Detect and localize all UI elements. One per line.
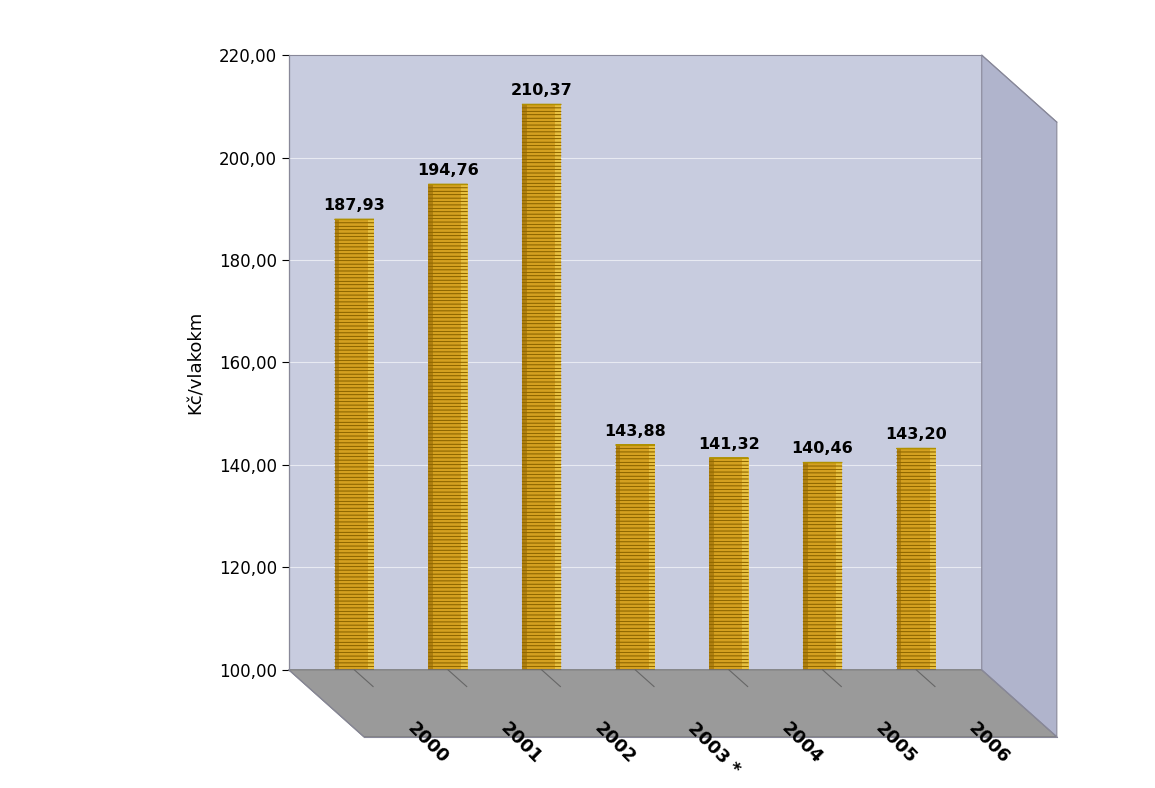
Bar [335, 219, 340, 670]
Bar [340, 219, 367, 670]
Bar [649, 445, 655, 670]
Text: 2000: 2000 [403, 719, 452, 768]
Bar [620, 445, 649, 670]
Text: 210,37: 210,37 [511, 84, 573, 98]
Bar [901, 448, 930, 670]
Bar [367, 219, 374, 670]
Text: 141,32: 141,32 [698, 437, 760, 452]
Text: 140,46: 140,46 [791, 441, 854, 456]
Bar [714, 458, 743, 670]
Bar [616, 445, 620, 670]
Bar [807, 463, 836, 670]
Text: 2004: 2004 [778, 719, 826, 768]
Bar [522, 105, 527, 670]
Bar [433, 184, 461, 670]
Text: 2001: 2001 [497, 719, 545, 768]
Bar [554, 105, 561, 670]
Bar [896, 448, 901, 670]
Bar [803, 463, 807, 670]
Bar [527, 105, 554, 670]
Text: 2006: 2006 [966, 719, 1013, 768]
Bar [461, 184, 468, 670]
Text: 2005: 2005 [872, 719, 919, 768]
Text: 143,88: 143,88 [604, 424, 666, 439]
Y-axis label: Kč/vlakokm: Kč/vlakokm [187, 310, 204, 414]
Text: 2002: 2002 [590, 719, 639, 768]
Text: 2003 *: 2003 * [684, 719, 744, 779]
Bar [429, 184, 433, 670]
Text: 143,20: 143,20 [886, 427, 947, 442]
Text: 187,93: 187,93 [323, 199, 385, 214]
Bar [930, 448, 936, 670]
Bar [836, 463, 842, 670]
Bar [709, 458, 714, 670]
Text: 194,76: 194,76 [417, 163, 479, 178]
Bar [743, 458, 748, 670]
